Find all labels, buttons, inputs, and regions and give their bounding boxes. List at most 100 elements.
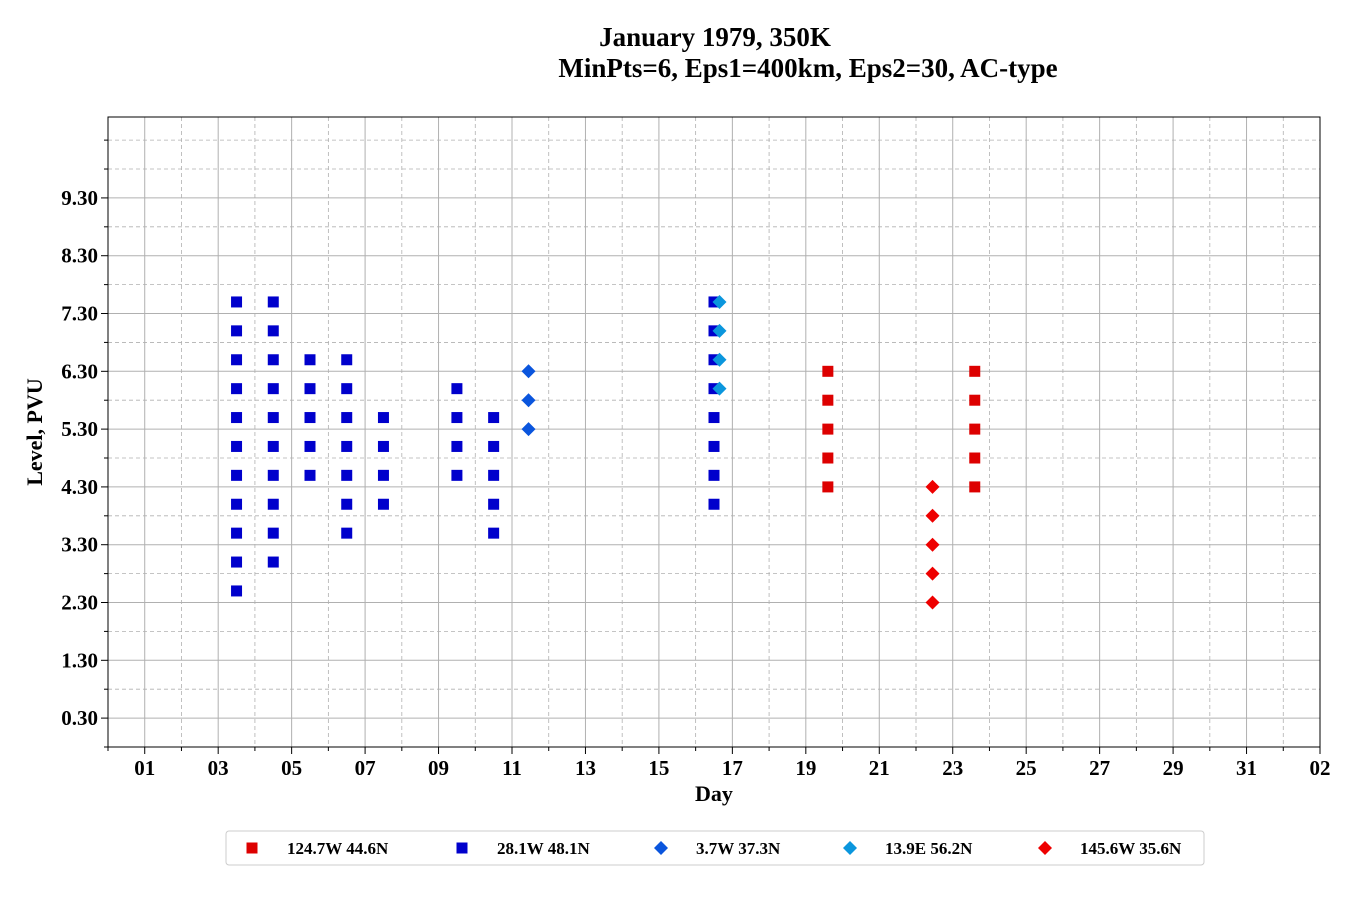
y-tick-label: 3.30 (61, 533, 98, 557)
data-point (341, 469, 353, 481)
data-point (304, 354, 316, 366)
x-tick-label: 29 (1163, 756, 1184, 780)
legend: 124.7W 44.6N 28.1W 48.1N 3.7W 37.3N 13.9E 5… (225, 830, 1205, 866)
data-point (822, 481, 834, 493)
data-point (341, 498, 353, 510)
data-point (712, 294, 727, 309)
data-point (488, 498, 500, 510)
data-point (267, 527, 279, 539)
legend-marker (246, 842, 258, 854)
data-point (231, 325, 243, 337)
data-point (377, 412, 389, 424)
data-point (231, 556, 243, 568)
x-axis-label: Day (695, 781, 733, 806)
data-point (822, 452, 834, 464)
plot-area (107, 116, 1321, 748)
y-tick-label: 1.30 (61, 648, 98, 672)
data-point (488, 527, 500, 539)
legend-label: 3.7W 37.3N (696, 839, 781, 858)
data-point (451, 383, 463, 395)
data-point (521, 393, 536, 408)
data-point (708, 412, 720, 424)
data-point (267, 383, 279, 395)
y-tick-label: 8.30 (61, 244, 98, 268)
data-point (708, 440, 720, 452)
data-point (521, 422, 536, 437)
data-point (925, 566, 940, 581)
data-point (925, 595, 940, 610)
x-tick-label: 09 (428, 756, 449, 780)
data-point (267, 325, 279, 337)
data-point (231, 412, 243, 424)
chart-subtitle: MinPts=6, Eps1=400km, Eps2=30, AC-type (558, 53, 1057, 83)
data-point (969, 452, 981, 464)
data-point (969, 394, 981, 406)
data-point (231, 585, 243, 597)
data-point (377, 469, 389, 481)
x-tick-label: 19 (795, 756, 816, 780)
legend-label: 28.1W 48.1N (497, 839, 590, 858)
data-point (267, 498, 279, 510)
x-tick-label: 23 (942, 756, 963, 780)
legend-marker (654, 841, 668, 855)
x-tick-label: 15 (648, 756, 669, 780)
data-point (267, 354, 279, 366)
y-tick-label: 4.30 (61, 475, 98, 499)
data-point (231, 383, 243, 395)
x-tick-label: 31 (1236, 756, 1257, 780)
series-group (822, 365, 981, 493)
legend-marker (1038, 841, 1052, 855)
data-point (451, 469, 463, 481)
y-tick-label: 6.30 (61, 359, 98, 383)
data-point (377, 440, 389, 452)
data-point (341, 412, 353, 424)
x-tick-label: 05 (281, 756, 302, 780)
data-point (712, 381, 727, 396)
data-point (822, 423, 834, 435)
data-point (712, 323, 727, 338)
data-point (969, 481, 981, 493)
y-tick-label: 2.30 (61, 591, 98, 615)
data-point (231, 527, 243, 539)
data-point (304, 440, 316, 452)
y-tick-label: 9.30 (61, 186, 98, 210)
data-point (341, 354, 353, 366)
data-point (822, 365, 834, 377)
y-tick-label: 7.30 (61, 302, 98, 326)
data-point (231, 296, 243, 308)
y-tick-label: 0.30 (61, 706, 98, 730)
data-point (521, 364, 536, 379)
grid (107, 117, 1321, 748)
series-group (712, 294, 727, 396)
data-markers (231, 294, 981, 610)
data-point (925, 508, 940, 523)
data-point (304, 469, 316, 481)
data-point (267, 296, 279, 308)
data-point (267, 412, 279, 424)
data-point (712, 352, 727, 367)
data-point (925, 537, 940, 552)
legend-label: 124.7W 44.6N (287, 839, 389, 858)
data-point (925, 479, 940, 494)
axis-ticks: 01 03 05 07 09 11 13 15 17 19 21 23 25 27 29 31 02 0.30 1.… (61, 139, 1331, 780)
data-point (267, 440, 279, 452)
x-tick-label: 01 (134, 756, 155, 780)
legend-marker (843, 841, 857, 855)
data-point (488, 412, 500, 424)
data-point (341, 440, 353, 452)
data-point (267, 556, 279, 568)
x-tick-label: 25 (1016, 756, 1037, 780)
x-tick-label: 27 (1089, 756, 1110, 780)
data-point (231, 498, 243, 510)
legend-marker (456, 842, 468, 854)
data-point (304, 412, 316, 424)
data-point (377, 498, 389, 510)
data-point (231, 354, 243, 366)
data-point (488, 469, 500, 481)
data-point (267, 469, 279, 481)
data-point (341, 383, 353, 395)
y-axis-label: Level, PVU (22, 378, 47, 486)
data-point (304, 383, 316, 395)
data-point (231, 469, 243, 481)
x-tick-label: 11 (502, 756, 522, 780)
